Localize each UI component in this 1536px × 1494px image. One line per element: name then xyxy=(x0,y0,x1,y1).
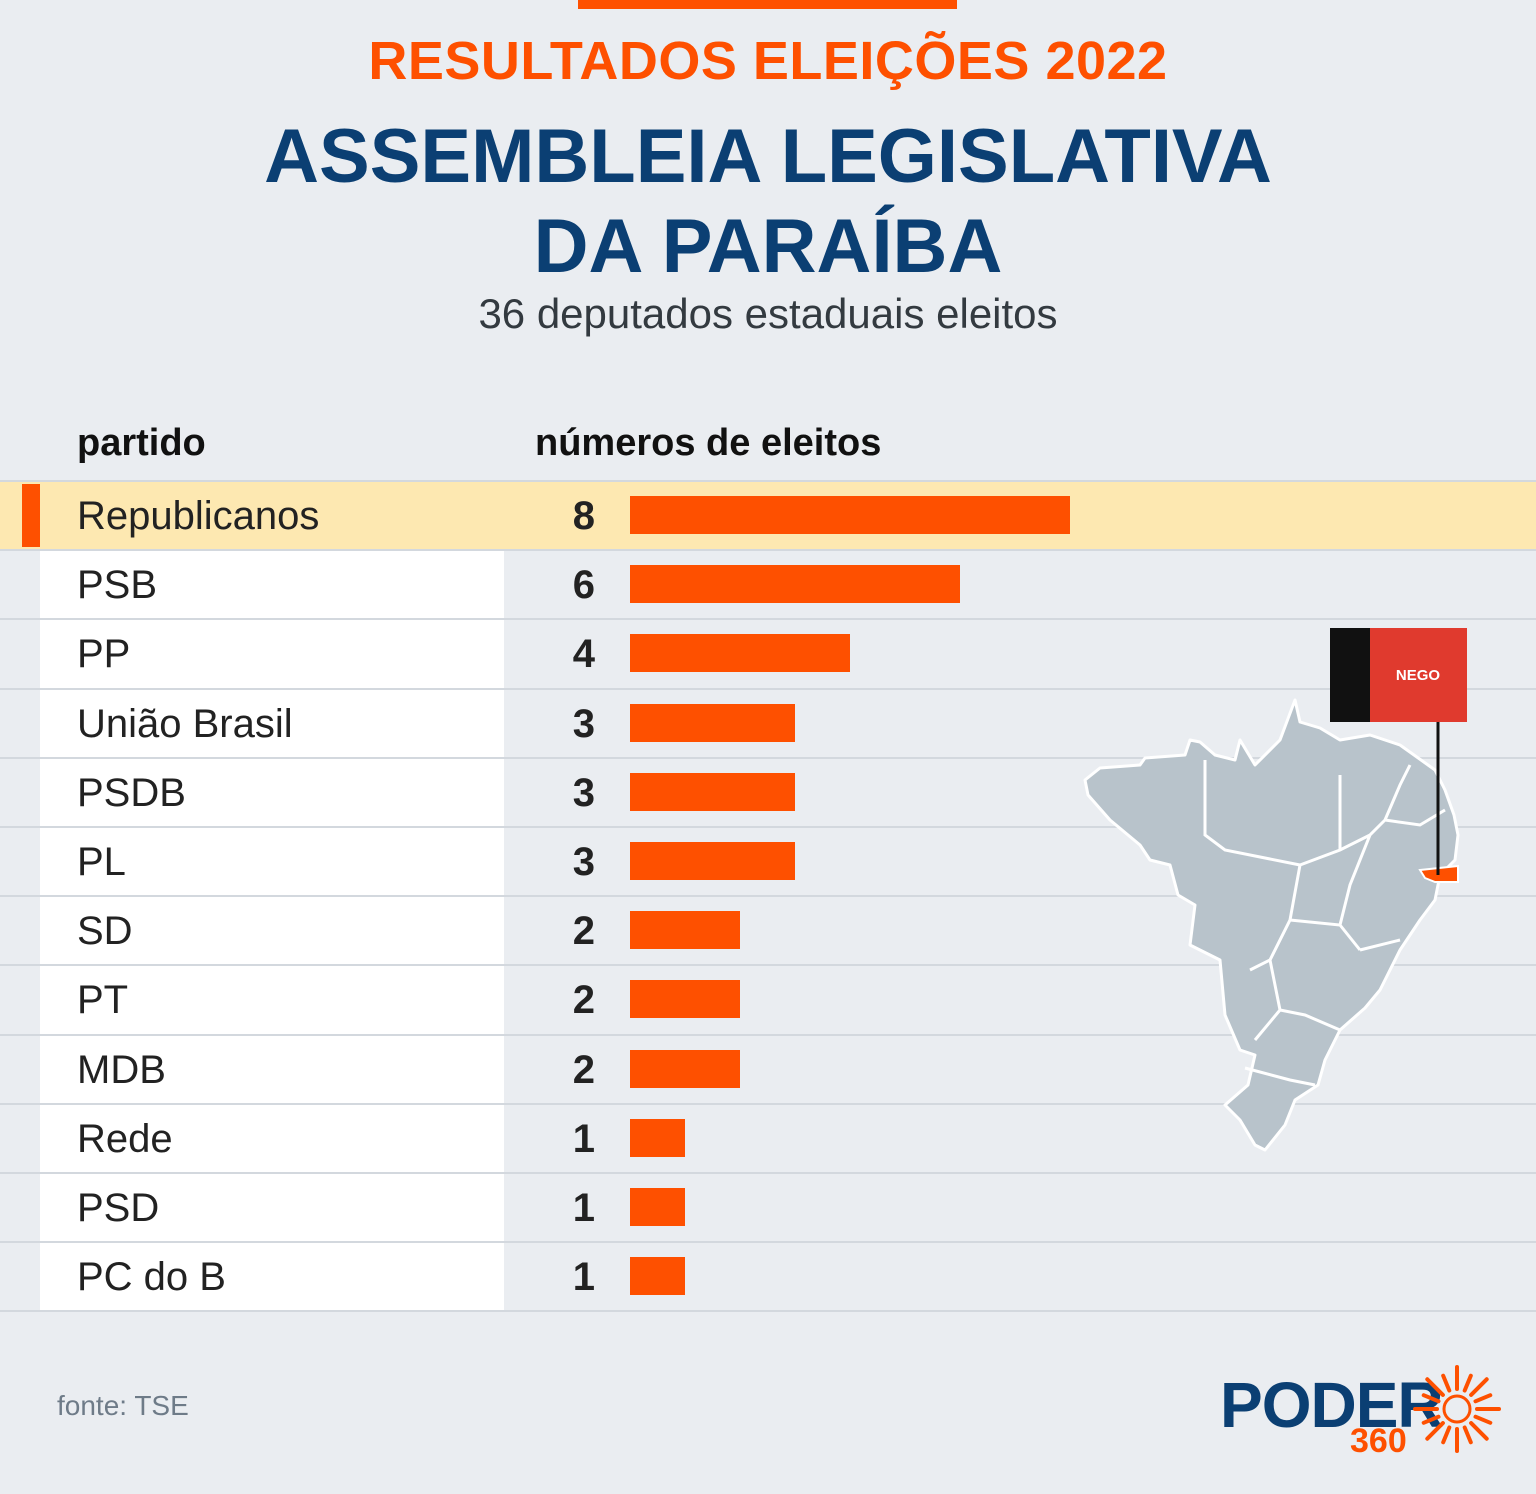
bar xyxy=(630,703,795,742)
count-label: 1 xyxy=(572,1255,595,1300)
party-cell-background xyxy=(40,1104,504,1172)
sun-burst-icon xyxy=(1413,1365,1501,1453)
party-label: PT xyxy=(77,978,129,1023)
logo-number: 360 xyxy=(1350,1422,1407,1460)
flag-text: NEGO xyxy=(1396,667,1441,684)
count-label: 8 xyxy=(572,494,595,538)
column-header-party: partido xyxy=(77,422,206,464)
count-label: 1 xyxy=(572,1186,595,1230)
count-label: 3 xyxy=(572,840,595,884)
row-divider xyxy=(0,756,1536,759)
title-line-2: DA PARAÍBA xyxy=(533,204,1003,289)
column-header-count: números de eleitos xyxy=(535,422,882,464)
row-divider xyxy=(0,1102,1536,1105)
title-line-1: ASSEMBLEIA LEGISLATIVA xyxy=(264,114,1272,199)
party-label: PSD xyxy=(77,1186,160,1230)
party-label: SD xyxy=(77,909,133,954)
row-divider xyxy=(0,964,1536,967)
row-divider xyxy=(0,1241,1536,1244)
count-label: 3 xyxy=(572,701,595,746)
row-divider xyxy=(0,1033,1536,1036)
bar xyxy=(630,911,740,950)
row-divider xyxy=(0,1172,1536,1174)
count-label: 1 xyxy=(572,1116,595,1161)
count-label: 2 xyxy=(572,978,595,1023)
bar xyxy=(630,980,740,1019)
party-cell-background xyxy=(40,1243,504,1311)
party-cell-background xyxy=(40,689,504,757)
count-label: 6 xyxy=(572,563,595,608)
bar xyxy=(630,1188,685,1226)
top-accent-bar xyxy=(578,0,957,9)
bar xyxy=(630,772,795,811)
party-label: PC do B xyxy=(77,1255,226,1300)
party-cell-background xyxy=(40,828,504,896)
count-label: 2 xyxy=(572,1047,595,1092)
subtitle: 36 deputados estaduais eleitos xyxy=(478,290,1058,337)
count-label: 2 xyxy=(572,909,595,954)
logo-word: PODER xyxy=(1220,1369,1444,1441)
bar xyxy=(630,634,850,673)
party-cell-background xyxy=(40,897,504,965)
row-divider xyxy=(0,549,1536,552)
party-cell-background xyxy=(40,1035,504,1103)
party-label: PSB xyxy=(77,563,158,608)
count-label: 4 xyxy=(572,632,595,677)
row-divider xyxy=(0,618,1536,621)
bar xyxy=(630,842,795,880)
party-cell-background xyxy=(40,758,504,826)
party-label: PSDB xyxy=(77,770,186,815)
party-label: União Brasil xyxy=(77,701,293,746)
bar xyxy=(630,496,1070,534)
row-divider xyxy=(0,895,1536,898)
party-label: MDB xyxy=(77,1047,166,1092)
party-label: PL xyxy=(77,840,126,884)
party-label: Republicanos xyxy=(77,494,320,538)
party-label: PP xyxy=(77,632,131,677)
paraiba-flag-icon: NEGO xyxy=(1330,628,1467,722)
bar xyxy=(630,1118,685,1157)
page-title: ASSEMBLEIA LEGISLATIVA DA PARAÍBA xyxy=(0,112,1536,292)
brazil-map-shape xyxy=(1083,698,1460,1152)
party-cell-background xyxy=(40,966,504,1034)
row-divider xyxy=(0,1310,1536,1313)
party-cell-background xyxy=(40,620,504,688)
party-cell-background xyxy=(40,1174,504,1242)
bar xyxy=(630,1257,685,1296)
row-divider xyxy=(0,687,1536,690)
highlight-marker xyxy=(22,484,40,548)
brazil-map-icon: NEGO xyxy=(1083,628,1467,1152)
kicker: RESULTADOS ELEIÇÕES 2022 xyxy=(368,31,1168,91)
row-divider xyxy=(0,480,1536,482)
bar xyxy=(630,565,960,604)
row-divider xyxy=(0,826,1536,828)
count-label: 3 xyxy=(572,770,595,815)
source-note: fonte: TSE xyxy=(57,1390,189,1421)
bar xyxy=(630,1049,740,1088)
party-cell-background xyxy=(40,551,504,619)
party-label: Rede xyxy=(77,1116,173,1161)
